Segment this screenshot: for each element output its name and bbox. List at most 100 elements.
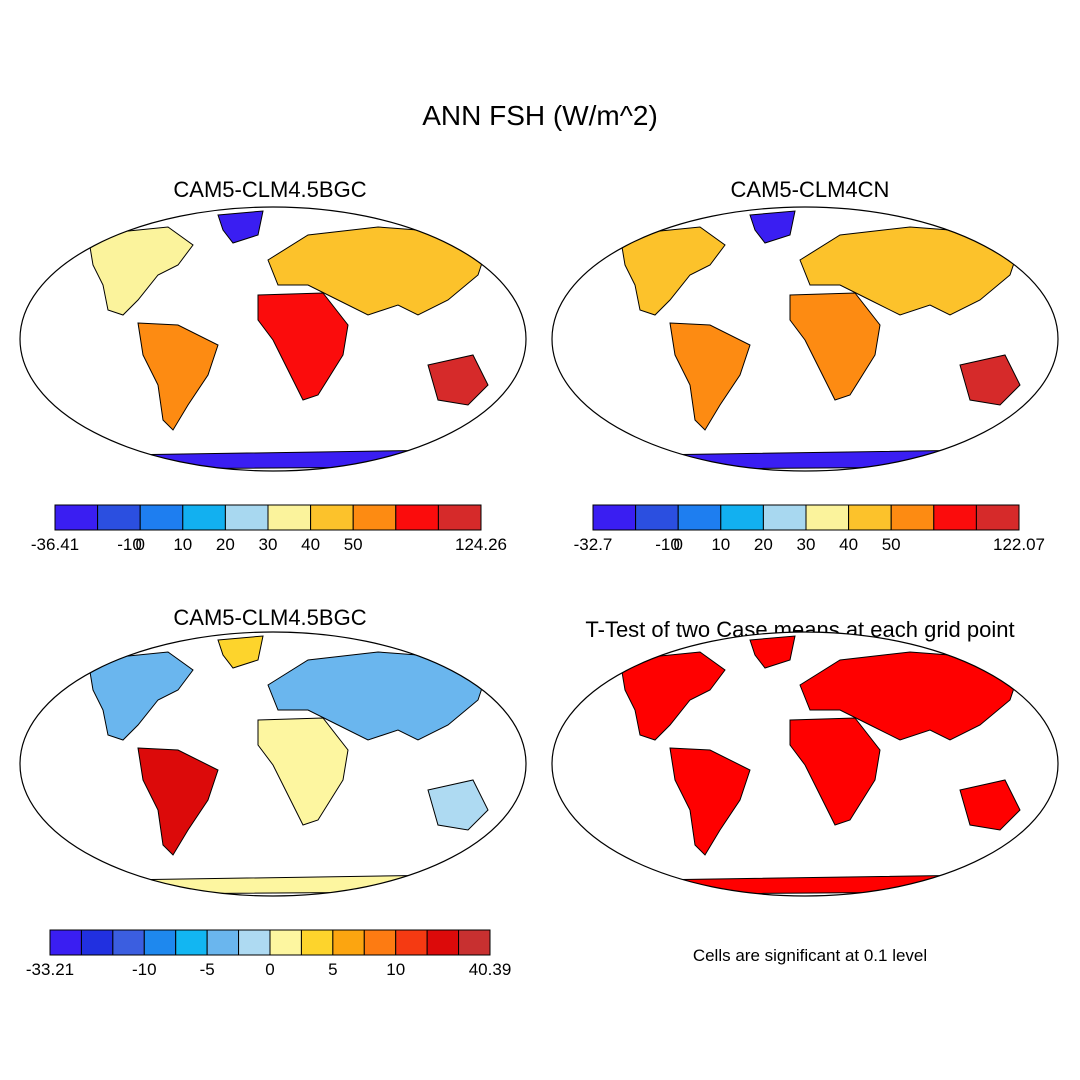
eurasia-region	[267, 226, 489, 316]
greenland-region	[749, 635, 796, 669]
colorbar-swatch	[54, 504, 99, 531]
colorbar-tick-label: -32.7	[573, 535, 613, 554]
world-map-4	[551, 631, 1059, 897]
land-layer	[619, 635, 1021, 895]
africa-region	[789, 717, 881, 826]
colorbar-swatch	[332, 929, 365, 956]
map-frame	[19, 631, 527, 897]
panel-3-title-line1: CAM5-CLM4.5BGC	[173, 605, 367, 630]
colorbar-swatch	[426, 929, 460, 956]
colorbar-tick-label: 40.39	[468, 960, 512, 979]
map-frame	[19, 206, 527, 472]
eurasia-region	[267, 651, 489, 741]
panel-1-title-line1: CAM5-CLM4.5BGC	[173, 177, 367, 202]
colorbar-tick-label: 0	[265, 960, 275, 979]
colorbar-tick-label: 30	[796, 535, 816, 554]
namerica-region	[619, 226, 726, 316]
colorbar-tick-label: 0	[673, 535, 683, 554]
map-frame	[551, 206, 1059, 472]
colorbar-swatch	[182, 504, 226, 531]
colorbar-swatch	[395, 504, 439, 531]
australia-region	[959, 354, 1021, 406]
greenland-region	[217, 210, 264, 244]
colorbar-tick-label: -5	[199, 960, 215, 979]
colorbar-tick-label: 10	[173, 535, 193, 554]
panel-4-map	[550, 630, 1060, 898]
namerica-region	[87, 226, 194, 316]
world-map-1	[19, 206, 527, 472]
colorbar-tick-label: 40	[839, 535, 859, 554]
greenland-region	[749, 210, 796, 244]
samerica-region	[137, 747, 219, 856]
colorbar-swatch	[206, 929, 240, 956]
colorbar-swatch	[890, 504, 935, 531]
colorbar-swatch	[224, 504, 269, 531]
world-map-2	[551, 206, 1059, 472]
colorbar-swatch	[310, 504, 354, 531]
colorbar-tick-label: 10	[711, 535, 731, 554]
colorbar-swatch	[97, 504, 141, 531]
africa-region	[257, 717, 349, 826]
greenland-region	[217, 635, 264, 669]
colorbar-tick-label: 50	[343, 535, 363, 554]
africa-region	[789, 292, 881, 401]
colorbar-1-labels: -36.41 -10 0 10 20 30 40 50 124.26	[31, 535, 507, 557]
colorbar-swatch	[805, 504, 850, 531]
africa-region	[257, 292, 349, 401]
panel-2-map	[550, 205, 1060, 473]
colorbar-swatch	[80, 929, 114, 956]
colorbar-3	[49, 929, 491, 956]
colorbar-tick-label: -10	[117, 535, 142, 554]
colorbar-tick-label: 30	[258, 535, 278, 554]
colorbar-tick-label: -10	[655, 535, 680, 554]
land-layer	[619, 210, 1021, 470]
colorbar-swatch	[635, 504, 679, 531]
figure-title: ANN FSH (W/m^2)	[422, 100, 658, 131]
samerica-region	[669, 322, 751, 431]
colorbar-swatch	[269, 929, 302, 956]
colorbar-swatch	[762, 504, 807, 531]
colorbar-swatch	[300, 929, 334, 956]
colorbar-tick-label: 5	[328, 960, 338, 979]
colorbar-swatch	[238, 929, 271, 956]
colorbar-swatch	[352, 504, 397, 531]
colorbar-tick-label: 40	[301, 535, 321, 554]
samerica-region	[669, 747, 751, 856]
colorbar-2	[592, 504, 1020, 531]
colorbar-1	[54, 504, 482, 531]
namerica-region	[619, 651, 726, 741]
map-frame	[551, 631, 1059, 897]
colorbar-swatch	[720, 504, 764, 531]
colorbar-tick-label: -33.21	[25, 960, 75, 979]
significance-note: Cells are significant at 0.1 level	[692, 946, 928, 965]
panel-2-title-line1: CAM5-CLM4CN	[730, 177, 890, 202]
panel-1-map	[18, 205, 528, 473]
colorbar-tick-label: -36.41	[30, 535, 80, 554]
colorbar-tick-label: 0	[135, 535, 145, 554]
colorbar-swatch	[592, 504, 637, 531]
colorbar-swatch	[848, 504, 892, 531]
colorbar-swatch	[49, 929, 82, 956]
colorbar-3-labels: -33.21 -10 -5 0 5 10 40.39	[26, 960, 511, 982]
eurasia-region	[799, 651, 1021, 741]
panel-3-map	[18, 630, 528, 898]
samerica-region	[137, 322, 219, 431]
colorbar-swatch	[437, 504, 482, 531]
colorbar-swatch	[139, 504, 184, 531]
land-layer	[87, 635, 489, 895]
colorbar-swatch	[933, 504, 977, 531]
colorbar-swatch	[267, 504, 312, 531]
colorbar-tick-label: 122.07	[993, 535, 1045, 554]
colorbar-swatch	[112, 929, 145, 956]
world-map-3	[19, 631, 527, 897]
colorbar-tick-label: 50	[881, 535, 901, 554]
colorbar-swatch	[363, 929, 397, 956]
australia-region	[427, 779, 489, 831]
colorbar-tick-label: 20	[753, 535, 773, 554]
colorbar-tick-label: 10	[386, 960, 406, 979]
colorbar-2-labels: -32.7 -10 0 10 20 30 40 50 122.07	[574, 535, 1045, 557]
colorbar-tick-label: -10	[131, 960, 157, 979]
land-layer	[87, 210, 489, 470]
colorbar-swatch	[175, 929, 208, 956]
colorbar-tick-label: 20	[215, 535, 235, 554]
